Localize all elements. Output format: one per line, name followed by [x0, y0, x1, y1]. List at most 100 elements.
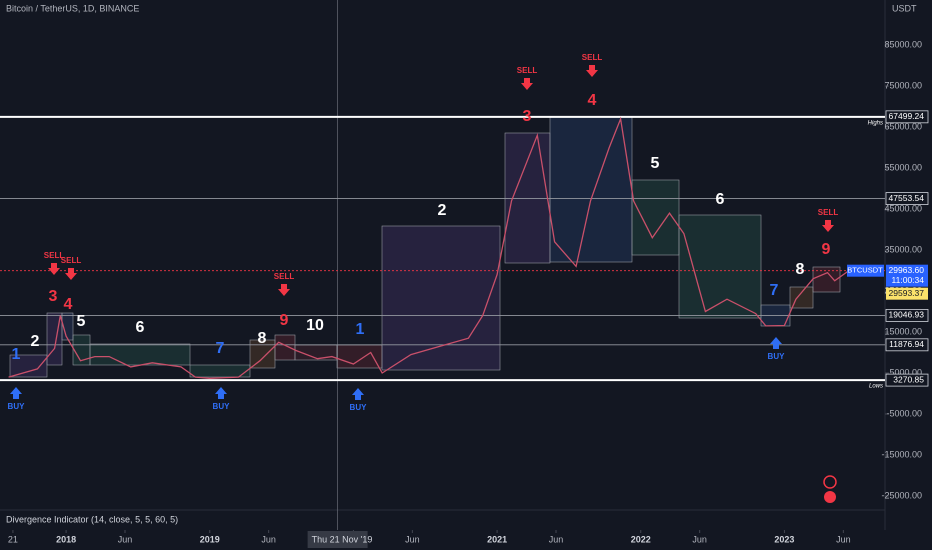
wave-count: 3	[49, 288, 58, 305]
level-tag	[885, 373, 929, 387]
y-tick-label: 85000.00	[884, 39, 922, 49]
indicator-label: Divergence Indicator (14, close, 5, 5, 6…	[6, 514, 178, 524]
level-tag	[885, 110, 929, 124]
wave-box	[504, 132, 551, 264]
wave-box	[631, 179, 680, 256]
x-tick-label: 2019	[200, 534, 220, 544]
wave-count: 2	[31, 333, 40, 350]
symbol-label: BTCUSDT	[847, 266, 883, 275]
wave-box	[274, 334, 296, 361]
last-price-tag	[886, 264, 928, 287]
signal-arrow	[586, 65, 598, 77]
wave-box	[9, 354, 48, 378]
secondary-price-label: 29593.37	[889, 288, 925, 298]
wave-count: 10	[306, 317, 324, 334]
x-tick-label: 21	[8, 534, 18, 544]
y-tick-label: -25000.00	[881, 490, 922, 500]
y-tick-label: -15000.00	[881, 449, 922, 459]
level-tag-label: 67499.24	[889, 111, 925, 121]
level-tag-label: 19046.93	[889, 310, 925, 320]
signal-label: SELL	[517, 66, 538, 75]
signal-arrow	[521, 78, 533, 90]
wave-count: 6	[716, 191, 725, 208]
wave-count: 7	[770, 282, 779, 299]
y-tick-label: 65000.00	[884, 121, 922, 131]
x-tick-label: 2021	[487, 534, 507, 544]
signal-label: BUY	[350, 403, 368, 412]
symbol-tag	[847, 264, 884, 277]
signal-label: SELL	[582, 53, 603, 62]
signal-arrow	[10, 387, 22, 399]
chart-title: Bitcoin / TetherUS, 1D, BINANCE	[6, 3, 139, 13]
wave-count: 1	[356, 321, 365, 338]
x-tick-label: Jun	[692, 534, 707, 544]
alert-icon[interactable]	[823, 475, 837, 489]
level-tag-label: 11876.94	[889, 339, 924, 349]
x-tick-label: Jun	[118, 534, 133, 544]
y-tick-label: -5000.00	[886, 408, 922, 418]
wave-count: 4	[64, 296, 73, 313]
wave-count: 7	[216, 340, 225, 357]
x-tick-label: Jun	[261, 534, 276, 544]
y-tick-label: 35000.00	[884, 244, 922, 254]
wave-box	[381, 225, 501, 371]
wave-count: 9	[280, 312, 289, 329]
wave-count: 8	[258, 330, 267, 347]
signal-label: SELL	[61, 256, 82, 265]
wave-count: 5	[77, 313, 86, 330]
signal-arrow	[215, 387, 227, 399]
x-tick-label: Jun	[836, 534, 851, 544]
signal-arrow	[278, 284, 290, 296]
wave-box	[89, 343, 191, 366]
crosshair-tag	[307, 531, 368, 548]
wave-box	[61, 312, 74, 341]
signal-label: BUY	[768, 352, 786, 361]
secondary-price-tag	[886, 287, 928, 300]
countdown: 11:00:34	[892, 275, 925, 285]
x-tick-label: 2018	[56, 534, 76, 544]
x-tick-label: 2022	[631, 534, 651, 544]
signal-label: BUY	[8, 402, 26, 411]
level-tag	[885, 192, 929, 205]
last-price-label: 29963.60	[889, 265, 925, 275]
wave-count: 6	[136, 319, 145, 336]
crosshair-label: Thu 21 Nov '19	[312, 534, 373, 544]
wave-box	[336, 344, 383, 369]
wave-count: 2	[438, 202, 447, 219]
wave-count: 9	[822, 241, 831, 258]
x-tick-label: Jun	[549, 534, 564, 544]
level-tag	[885, 309, 929, 322]
y-tick-label: 45000.00	[884, 203, 922, 213]
x-tick-label: 2023	[774, 534, 794, 544]
signal-arrow	[65, 268, 77, 280]
lows-label: Lows	[869, 384, 883, 390]
y-tick-label: 5000.00	[889, 367, 922, 377]
highs-label: Highs	[868, 120, 883, 126]
y-unit: USDT	[892, 3, 917, 13]
level-tag-label: 3270.85	[893, 374, 924, 384]
x-tick-label: Jun	[405, 534, 420, 544]
signal-label: SELL	[44, 251, 65, 260]
wave-count: 4	[588, 92, 597, 109]
signal-arrow	[352, 388, 364, 400]
price-line	[8, 116, 850, 379]
event-icon[interactable]	[824, 491, 836, 503]
y-tick-label: 75000.00	[884, 80, 922, 90]
signal-arrow	[770, 337, 782, 349]
wave-count: 5	[651, 155, 660, 172]
level-tag-label: 47553.54	[889, 193, 925, 203]
wave-box	[789, 286, 814, 309]
wave-box	[549, 116, 633, 263]
signal-label: BUY	[213, 402, 231, 411]
level-tag	[885, 338, 929, 352]
wave-count: 8	[796, 261, 805, 278]
y-tick-label: 15000.00	[884, 326, 922, 336]
y-tick-label: 55000.00	[884, 162, 922, 172]
wave-count: 3	[523, 108, 532, 125]
signal-label: SELL	[818, 208, 839, 217]
signal-label: SELL	[274, 272, 295, 281]
wave-box	[189, 364, 251, 378]
signal-arrow	[822, 220, 834, 232]
